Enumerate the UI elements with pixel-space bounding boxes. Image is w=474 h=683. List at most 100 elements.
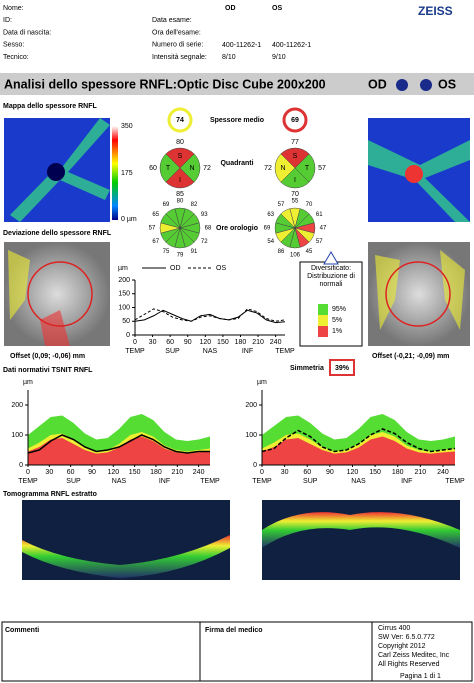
quadrant-letter: I	[179, 177, 181, 184]
clock-value: 67	[152, 239, 159, 245]
title-bar	[0, 73, 474, 95]
x-tick-label: 240	[270, 339, 282, 346]
x-tick-label: 90	[184, 339, 192, 346]
map-disc	[405, 165, 423, 183]
symmetry-box	[329, 359, 355, 376]
clock-sector	[165, 208, 181, 229]
legend-od: OD	[170, 265, 181, 272]
quadrants-label: Quadranti	[220, 160, 253, 167]
clock-value: 65	[152, 212, 159, 218]
region-label: INF	[159, 478, 170, 485]
quadrant-value: 77	[291, 139, 299, 146]
average-label: Spessore medio	[210, 117, 264, 124]
region-label: TEMP	[200, 478, 220, 485]
scale-label: 0 µm	[121, 216, 137, 223]
footer-box	[1, 621, 473, 682]
region-label: INF	[242, 348, 253, 355]
field-label: Numero di serie:	[152, 42, 203, 49]
x-tick-label: 0	[260, 469, 264, 476]
region-label: TEMP	[18, 478, 38, 485]
quadrant-sector	[165, 167, 195, 189]
average-ring-os	[282, 107, 308, 133]
x-tick-label: 30	[281, 469, 289, 476]
offset-od: Offset (0,09; -0,06) mm	[10, 353, 85, 360]
average-od: 74	[176, 117, 184, 124]
section-label: Dati normativi TSNIT RNFL	[3, 367, 93, 374]
clock-value: 57	[278, 202, 285, 208]
comments: Commenti	[5, 627, 39, 634]
x-tick-label: 150	[129, 469, 141, 476]
quadrant-sector	[280, 167, 310, 189]
page-number: Pagina 1 di 1	[400, 673, 441, 680]
swatch	[318, 326, 328, 337]
field-label: Sesso:	[3, 42, 24, 49]
section-label: Deviazione dello spessore RNFL	[3, 230, 112, 237]
x-tick-label: 30	[45, 469, 53, 476]
y-tick-label: 150	[118, 291, 130, 298]
y-tick-label: 0	[19, 462, 23, 469]
curve-od	[134, 309, 286, 324]
clock-value: 61	[316, 212, 323, 218]
quadrant-sector	[165, 147, 195, 169]
quadrant-sector	[274, 153, 296, 183]
title: Analisi dello spessore RNFL:Optic Disc C…	[4, 77, 326, 91]
retina-band	[262, 512, 460, 548]
color-scale	[112, 126, 118, 220]
clock-value: 57	[316, 239, 323, 245]
col-od: OD	[225, 5, 236, 12]
y-tick-label: 200	[11, 402, 23, 409]
deviation-overlay	[440, 250, 465, 330]
device-line: Copyright 2012	[378, 643, 426, 650]
x-tick-label: 240	[437, 469, 449, 476]
clock-value: 55	[292, 199, 299, 205]
x-tick-label: 120	[107, 469, 119, 476]
clock-value: 75	[163, 249, 170, 255]
thickness-curve	[261, 428, 456, 453]
quadrant-value: 72	[203, 165, 211, 172]
x-tick-label: 90	[88, 469, 96, 476]
region-label: NAS	[112, 478, 127, 485]
tomogram-os	[262, 500, 460, 580]
quadrant-sector	[280, 147, 310, 169]
quadrant-letter: S	[178, 153, 183, 160]
quadrant-value: 57	[318, 165, 326, 172]
clock-value: 54	[267, 239, 274, 245]
clock-value: 63	[267, 212, 274, 218]
x-tick-label: 90	[326, 469, 334, 476]
x-tick-label: 240	[193, 469, 205, 476]
od-dot	[396, 79, 408, 91]
clock-value: 69	[163, 202, 170, 208]
level: 95%	[332, 306, 346, 313]
distribution-title-wrap: Diversificato: Distribuzione di normali	[307, 265, 355, 288]
average-os: 69	[291, 117, 299, 124]
clock-value: 93	[201, 212, 208, 218]
region-label: SUP	[66, 478, 81, 485]
clock-value: 80	[177, 199, 184, 205]
y-tick-label: 50	[122, 318, 130, 325]
signal-od: 8/10	[222, 54, 236, 61]
clock-value: 72	[201, 239, 208, 245]
y-tick-label: 200	[118, 277, 130, 284]
level: 5%	[332, 317, 342, 324]
clock-value: 82	[191, 202, 198, 208]
clock-value: 91	[191, 249, 198, 255]
map-disc	[47, 163, 65, 181]
region-label: TEMP	[252, 478, 272, 485]
region-label: SUP	[165, 348, 180, 355]
quadrant-letter: T	[166, 165, 171, 172]
col-os: OS	[272, 5, 282, 12]
region-label: NAS	[351, 478, 366, 485]
y-tick-label: 100	[118, 304, 130, 311]
quadrant-letter: N	[189, 165, 194, 172]
x-tick-label: 60	[67, 469, 75, 476]
y-tick-label: 0	[253, 462, 257, 469]
scale-label: 350	[121, 123, 133, 130]
logo: ZEISS	[418, 4, 453, 18]
clock-value: 86	[278, 249, 285, 255]
quadrant-letter: T	[305, 165, 310, 172]
serial-od: 400-11262-1	[222, 42, 261, 49]
os-dot	[420, 79, 432, 91]
field-label: Nome:	[3, 5, 24, 12]
clock-value: 69	[264, 226, 271, 232]
scale-label: 175	[121, 170, 133, 177]
